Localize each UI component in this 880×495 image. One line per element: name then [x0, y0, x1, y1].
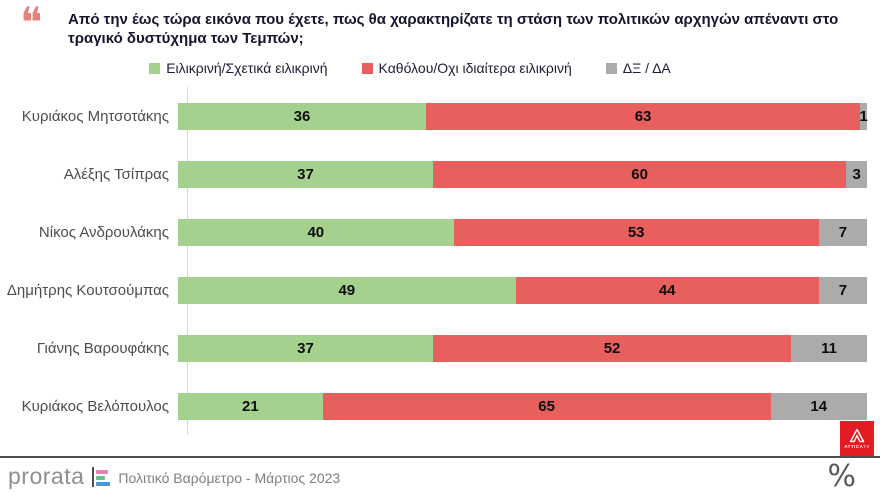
value-label: 40 [307, 223, 325, 241]
prorata-barchart-icon [92, 466, 111, 487]
value-label: 14 [810, 397, 828, 415]
y-axis-line [187, 87, 188, 435]
bar-segment: 52 [432, 334, 792, 362]
bar-segment: 40 [178, 218, 454, 246]
bar-segment: 7 [818, 218, 867, 246]
value-label: 53 [627, 223, 645, 241]
value-label: 65 [538, 397, 555, 415]
header: ❝ Από την έως τώρα εικόνα που έχετε, πως… [0, 0, 880, 48]
value-label: 37 [297, 165, 314, 183]
page-title: Από την έως τώρα εικόνα που έχετε, πως θ… [68, 11, 839, 47]
bar-segment: 37 [178, 334, 433, 362]
value-label: 1 [859, 107, 868, 125]
stacked-bar: 37 60 3 [178, 160, 867, 188]
value-label: 7 [838, 223, 848, 241]
quote-icon: ❝ [20, 0, 43, 47]
stacked-bar: 49 44 7 [178, 276, 867, 304]
legend-label: Ειλικρινή/Σχετικά ειλικρινή [166, 60, 328, 76]
value-label: 21 [242, 397, 259, 415]
bar-segment: 11 [791, 334, 867, 362]
prorata-brand: prorata Πολιτικό Βαρόμετρο - Μάρτιος 202… [8, 463, 340, 490]
green-swatch-icon [149, 62, 161, 74]
category-label: Νίκος Ανδρουλάκης [38, 223, 169, 241]
legend-item-dont-know: ΔΞ / ΔΑ [605, 60, 671, 76]
bar-segment: 44 [515, 276, 819, 304]
bar-segment: 65 [322, 392, 771, 420]
chart-legend: Ειλικρινή/Σχετικά ειλικρινή Καθόλου/Οχι … [0, 60, 880, 76]
legend-label: ΔΞ / ΔΑ [622, 60, 671, 76]
value-label: 60 [631, 165, 648, 183]
category-label: Αλέξης Τσίπρας [63, 165, 169, 183]
legend-item-sincere: Ειλικρινή/Σχετικά ειλικρινή [149, 60, 328, 76]
bar-segment: 53 [453, 218, 819, 246]
value-label: 7 [838, 281, 848, 299]
attica-tv-logo: ATTICATV [840, 421, 874, 456]
footer: prorata Πολιτικό Βαρόμετρο - Μάρτιος 202… [0, 456, 880, 495]
value-label: 63 [634, 107, 652, 125]
bar-segment: 1 [859, 102, 868, 130]
legend-item-not-sincere: Καθόλου/Οχι ιδιαίτερα ειλικρινή [361, 60, 572, 76]
value-label: 52 [603, 339, 621, 357]
attica-a-icon [849, 428, 865, 443]
bar-segment: 37 [178, 160, 433, 188]
bar-segment: 36 [178, 102, 427, 130]
bar-segment: 14 [770, 392, 867, 420]
chart-row: Γιάνης Βαρουφάκης 37 52 11 [0, 319, 867, 377]
bar-segment: 63 [426, 102, 861, 130]
bar-segment: 49 [178, 276, 516, 304]
stacked-bar: 37 52 11 [178, 334, 867, 362]
value-label: 49 [338, 281, 356, 299]
bar-segment: 3 [846, 160, 867, 188]
red-swatch-icon [361, 62, 373, 74]
bar-segment: 60 [432, 160, 847, 188]
attica-caption: ATTICATV [844, 444, 870, 449]
stacked-bar: 40 53 7 [178, 218, 867, 246]
value-label: 36 [293, 107, 311, 125]
category-label: Δημήτρης Κουτσούμπας [6, 281, 169, 299]
percent-icon: % [827, 459, 856, 494]
chart-row: Κυριάκος Βελόπουλος 21 65 14 [0, 377, 867, 435]
chart-row: Δημήτρης Κουτσούμπας 49 44 7 [0, 261, 867, 319]
category-label: Κυριάκος Βελόπουλος [21, 397, 169, 415]
gray-swatch-icon [605, 62, 617, 74]
category-label: Κυριάκος Μητσοτάκης [21, 107, 169, 125]
prorata-logo-text: prorata [8, 463, 85, 489]
chart-row: Αλέξης Τσίπρας 37 60 3 [0, 145, 867, 203]
stacked-bar-chart: Κυριάκος Μητσοτάκης 36 63 1 Αλέξης Τσίπρας 37… [0, 87, 868, 435]
legend-label: Καθόλου/Οχι ιδιαίτερα ειλικρινή [378, 60, 572, 76]
value-label: 3 [852, 165, 861, 183]
stacked-bar: 21 65 14 [178, 392, 867, 420]
chart-row: Νίκος Ανδρουλάκης 40 53 7 [0, 203, 867, 261]
chart-row: Κυριάκος Μητσοτάκης 36 63 1 [0, 87, 868, 145]
bar-segment: 21 [178, 392, 323, 420]
value-label: 11 [821, 339, 837, 357]
value-label: 37 [297, 339, 314, 357]
footer-caption: Πολιτικό Βαρόμετρο - Μάρτιος 2023 [118, 469, 341, 486]
stacked-bar: 36 63 1 [178, 102, 868, 130]
category-label: Γιάνης Βαρουφάκης [36, 339, 169, 357]
value-label: 44 [658, 281, 676, 299]
bar-segment: 7 [818, 276, 867, 304]
